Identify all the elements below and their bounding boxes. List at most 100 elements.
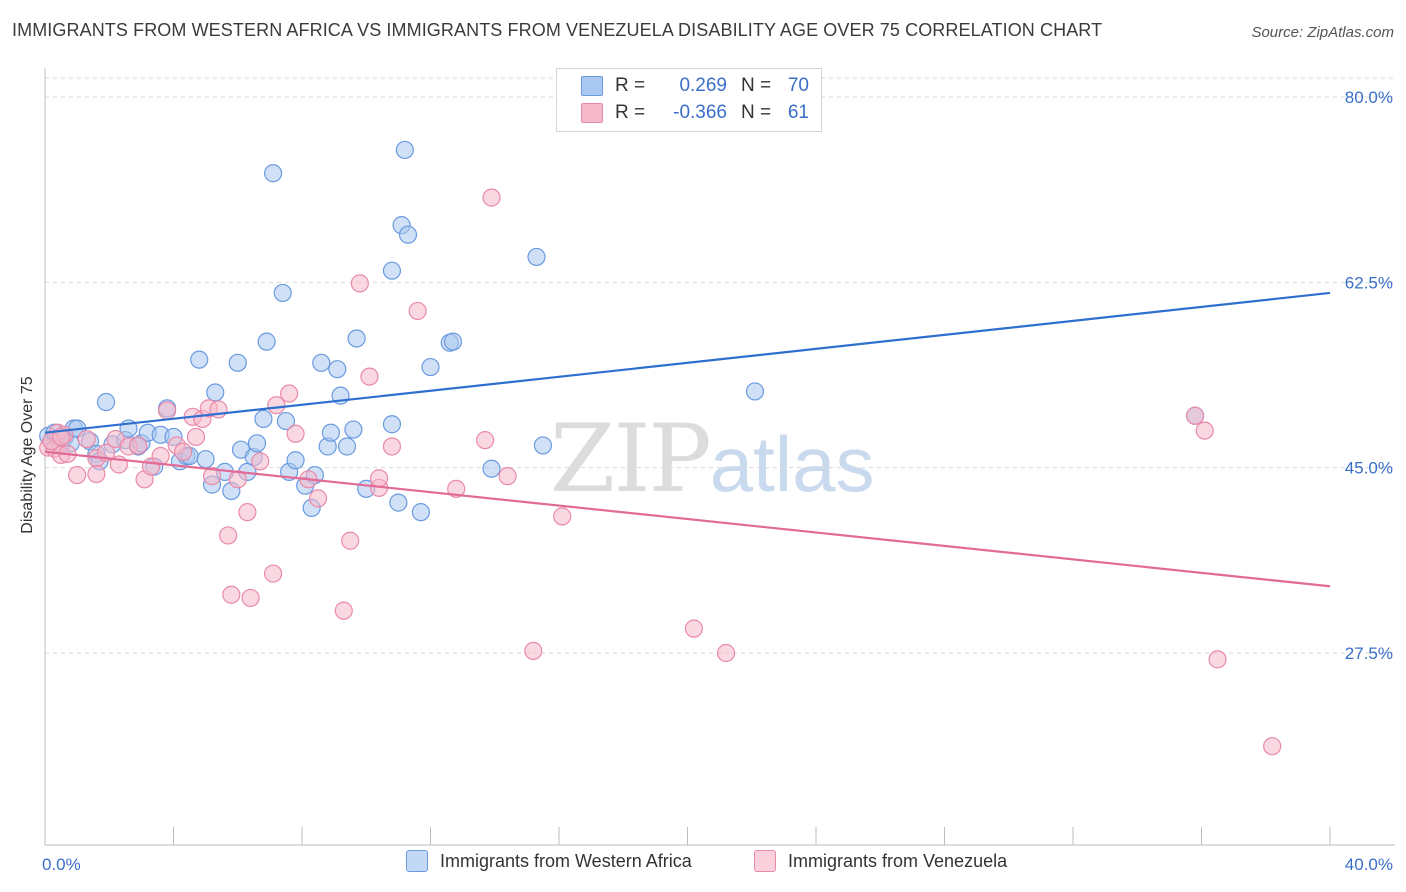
blue-point (321, 423, 341, 442)
pink-point (498, 467, 517, 486)
blue-point (533, 436, 553, 455)
pink-point (267, 396, 286, 415)
blue-point (276, 411, 296, 431)
pink-point (553, 507, 572, 526)
blue-point (411, 503, 430, 522)
n-value: 61 (787, 102, 809, 123)
pink-point (350, 274, 369, 293)
pink-point (716, 643, 736, 663)
blue-point (389, 493, 408, 512)
trend-line-western-africa (44, 291, 1331, 434)
r-label: R = (615, 75, 646, 96)
pink-point (1185, 406, 1205, 425)
blue-point (347, 329, 366, 348)
y-tick-label: 62.5% (1345, 273, 1393, 292)
r-value: -0.366 (673, 102, 727, 123)
y-tick-label: 27.5% (1345, 644, 1393, 663)
legend-label: Immigrants from Western Africa (440, 850, 692, 871)
blue-point (257, 332, 276, 351)
x-tick-label: 40.0% (1345, 855, 1393, 874)
pink-point (77, 429, 96, 449)
blue-point (745, 382, 765, 401)
pink-point (238, 503, 257, 522)
legend-swatch-pink (754, 850, 776, 872)
pink-point (68, 465, 87, 485)
blue-point (482, 459, 501, 478)
blue-point (196, 450, 215, 469)
source-label: Source: ZipAtlas.com (1251, 24, 1394, 41)
pink-point (129, 436, 148, 455)
pink-point (370, 469, 389, 488)
pink-point (151, 446, 170, 466)
blue-point (263, 164, 283, 183)
r-value: 0.269 (679, 75, 727, 96)
blue-point (395, 140, 414, 160)
stats-swatch-pink (581, 103, 603, 123)
blue-point (443, 332, 463, 351)
n-label: N = (741, 102, 772, 123)
blue-point (398, 225, 418, 244)
pink-point (222, 585, 241, 604)
blue-point (96, 392, 116, 412)
pink-point (1263, 737, 1282, 756)
blue-point (286, 451, 305, 470)
blue-point (382, 261, 402, 280)
pink-point (219, 526, 238, 545)
pink-point (280, 384, 299, 403)
blue-point (337, 437, 357, 456)
blue-point (344, 420, 363, 439)
pink-point (382, 437, 402, 456)
trend-line-venezuela (44, 450, 1331, 588)
pink-point (186, 427, 206, 447)
pink-point (202, 467, 222, 486)
pink-point (286, 424, 305, 443)
stats-row-venezuela: R = -0.366 N = 61 (581, 101, 809, 125)
y-tick-label: 80.0% (1345, 88, 1393, 107)
pink-point (1195, 421, 1214, 440)
pink-point (360, 367, 379, 386)
pink-point (524, 641, 543, 660)
pink-point (482, 188, 501, 207)
blue-point (382, 415, 402, 434)
pink-point (87, 464, 106, 484)
pink-point (408, 301, 427, 321)
stats-swatch-blue (581, 76, 603, 96)
pink-point (334, 601, 353, 620)
pink-point (241, 588, 260, 608)
r-label: R = (615, 102, 646, 123)
blue-point (421, 357, 440, 377)
n-value: 70 (787, 75, 809, 96)
blue-point (190, 350, 209, 369)
pink-point (341, 531, 360, 550)
blue-point (273, 283, 292, 303)
pink-point (251, 452, 270, 471)
pink-point (447, 479, 466, 498)
pink-point (263, 564, 283, 583)
pink-point (157, 401, 177, 420)
chart-title: IMMIGRANTS FROM WESTERN AFRICA VS IMMIGR… (12, 20, 1103, 40)
stats-box: R = 0.269 N = 70 R = -0.366 N = 61 (556, 68, 822, 132)
blue-point (527, 247, 546, 267)
pink-point (684, 619, 704, 638)
pink-point (476, 431, 495, 450)
y-tick-label: 45.0% (1345, 459, 1393, 478)
x-tick-label: 0.0% (42, 855, 81, 874)
pink-point (51, 427, 71, 447)
stats-row-western-africa: R = 0.269 N = 70 (581, 74, 809, 98)
legend-item-western-africa[interactable]: Immigrants from Western Africa (406, 850, 692, 872)
n-label: N = (741, 75, 772, 96)
legend-swatch-blue (406, 850, 428, 872)
legend-item-venezuela[interactable]: Immigrants from Venezuela (754, 850, 1007, 872)
blue-point (247, 434, 267, 453)
blue-point (206, 383, 225, 402)
blue-point (328, 360, 347, 379)
blue-point (312, 353, 331, 372)
pink-point (1208, 650, 1227, 669)
legend-label: Immigrants from Venezuela (788, 850, 1008, 871)
pink-point (228, 470, 247, 489)
pink-point (174, 442, 193, 461)
blue-point (228, 353, 247, 372)
blue-point (254, 409, 273, 429)
pink-point (308, 489, 328, 508)
